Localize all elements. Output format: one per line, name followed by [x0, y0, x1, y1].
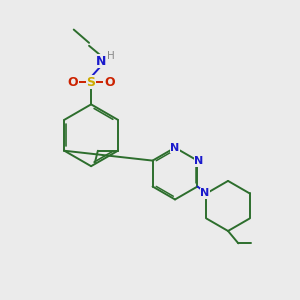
Text: N: N	[194, 156, 204, 166]
Text: S: S	[87, 76, 96, 89]
Text: H: H	[107, 51, 115, 61]
Text: N: N	[170, 142, 180, 153]
Text: N: N	[200, 188, 209, 198]
Text: O: O	[68, 76, 78, 89]
Text: O: O	[104, 76, 115, 89]
Text: N: N	[96, 55, 106, 68]
